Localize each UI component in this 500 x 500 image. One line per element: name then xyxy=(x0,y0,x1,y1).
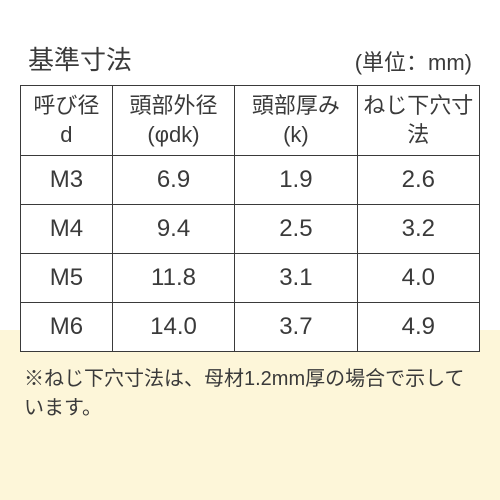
cell-hole: 4.9 xyxy=(357,303,479,352)
cell-d: M3 xyxy=(21,156,113,205)
table-row: M6 14.0 3.7 4.9 xyxy=(21,303,480,352)
table-row: M5 11.8 3.1 4.0 xyxy=(21,254,480,303)
col-header-line1: 頭部厚み xyxy=(239,92,352,121)
col-header-k: 頭部厚み (k) xyxy=(235,86,357,156)
table-title: 基準寸法 xyxy=(28,40,132,77)
cell-dk: 14.0 xyxy=(112,303,234,352)
dimensions-table: 呼び径 d 頭部外径 (φdk) 頭部厚み (k) ねじ下穴寸法 M3 6.9 … xyxy=(20,85,480,352)
col-header-line2: d xyxy=(25,121,108,150)
cell-hole: 3.2 xyxy=(357,205,479,254)
col-header-line1: ねじ下穴寸法 xyxy=(362,92,475,149)
cell-k: 2.5 xyxy=(235,205,357,254)
cell-dk: 6.9 xyxy=(112,156,234,205)
cell-hole: 2.6 xyxy=(357,156,479,205)
col-header-line1: 呼び径 xyxy=(25,92,108,121)
col-header-line2: (φdk) xyxy=(117,121,230,150)
cell-d: M6 xyxy=(21,303,113,352)
col-header-line2: (k) xyxy=(239,121,352,150)
table-header-row: 呼び径 d 頭部外径 (φdk) 頭部厚み (k) ねじ下穴寸法 xyxy=(21,86,480,156)
cell-dk: 9.4 xyxy=(112,205,234,254)
table-row: M3 6.9 1.9 2.6 xyxy=(21,156,480,205)
cell-d: M5 xyxy=(21,254,113,303)
col-header-line1: 頭部外径 xyxy=(117,92,230,121)
footnote: ※ねじ下穴寸法は、母材1.2mm厚の場合で示しています。 xyxy=(20,362,480,420)
cell-k: 3.7 xyxy=(235,303,357,352)
col-header-hole: ねじ下穴寸法 xyxy=(357,86,479,156)
cell-k: 1.9 xyxy=(235,156,357,205)
cell-hole: 4.0 xyxy=(357,254,479,303)
cell-d: M4 xyxy=(21,205,113,254)
col-header-d: 呼び径 d xyxy=(21,86,113,156)
cell-dk: 11.8 xyxy=(112,254,234,303)
header-row: 基準寸法 (単位：mm) xyxy=(20,40,480,77)
unit-label: (単位：mm) xyxy=(355,45,472,77)
col-header-dk: 頭部外径 (φdk) xyxy=(112,86,234,156)
cell-k: 3.1 xyxy=(235,254,357,303)
table-row: M4 9.4 2.5 3.2 xyxy=(21,205,480,254)
